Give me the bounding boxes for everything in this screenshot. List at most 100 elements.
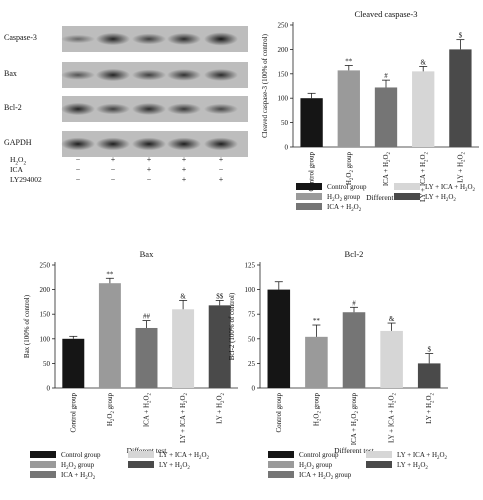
- blot-band-caspase-3-lane-1: [61, 34, 95, 44]
- category-label-h2o2-group: H2O2​ group: [106, 393, 116, 427]
- treatment-sign-ica-lane-5: −: [219, 165, 224, 174]
- category-label-ly-h2o2: LY + H2O2​: [216, 392, 226, 423]
- significance-ly-ica-h2o2: &: [420, 58, 426, 66]
- treatment-sign-ica-lane-4: +: [182, 165, 187, 174]
- y-tick-label-150: 150: [278, 70, 289, 78]
- treatment-label-ly294002: LY294002: [10, 175, 42, 184]
- category-label-ica-h2o2: ICA + H2O2​: [382, 151, 392, 186]
- blot-band-bax-lane-1: [61, 70, 95, 80]
- legend-swatch-ly-h2o2: [128, 461, 154, 468]
- blot-band-bcl-2-lane-3: [132, 103, 166, 115]
- legend-swatch-ly-ica-h2o2: [366, 451, 392, 458]
- blot-band-bcl-2-lane-2: [96, 103, 130, 115]
- legend-label-ly-h2o2: LY + H2O2​: [425, 193, 456, 203]
- y-tick-label-25: 25: [248, 360, 256, 368]
- legend-label-ly-h2o2: LY + H2O2​: [397, 461, 428, 471]
- bar-ly-ica-h2o2: [172, 309, 195, 388]
- treatment-sign-ly294002-lane-3: −: [147, 175, 152, 184]
- blot-band-gapdh-lane-5: [204, 137, 238, 151]
- bar-h2o2-group: [337, 70, 360, 147]
- bar-control-group: [267, 289, 291, 388]
- bcl2-chart: Bcl-2 0 25 50 75 100 125 Bcl-2 (100% of control…: [228, 249, 448, 481]
- legend-label-control-group: Control group: [61, 451, 101, 459]
- y-tick-label-0: 0: [47, 385, 51, 393]
- legend-swatch-control-group: [30, 451, 56, 458]
- treatment-sign-ly294002-lane-5: +: [219, 175, 224, 184]
- treatment-sign-h2o2-lane-3: +: [147, 155, 152, 164]
- blot-band-gapdh-lane-4: [167, 137, 201, 151]
- legend-label-ica-h2o2: ICA + H2O2​: [61, 471, 96, 481]
- legend-label-h2o2-group: H2O2​ group: [299, 461, 333, 471]
- y-tick-label-100: 100: [245, 286, 256, 294]
- treatment-sign-ica-lane-1: −: [76, 165, 81, 174]
- chart-title: Bcl-2: [345, 249, 364, 259]
- legend-label-ly-ica-h2o2: LY + ICA + H2O2​: [159, 451, 210, 461]
- treatment-sign-h2o2-lane-2: +: [111, 155, 116, 164]
- significance-h2o2-group: **: [345, 58, 353, 66]
- blot-band-caspase-3-lane-3: [132, 33, 166, 45]
- blot-label-caspase-3: Caspase-3: [4, 33, 37, 42]
- bar-ica-h2o2: [374, 87, 398, 147]
- legend-label-ly-ica-h2o2: LY + ICA + H2O2​: [425, 183, 476, 193]
- blot-label-bax: Bax: [4, 69, 17, 78]
- category-label-control-group: Control group: [308, 152, 316, 192]
- category-label-ly-ica-h2o2: LY + ICA + H2O2​: [388, 392, 398, 443]
- treatment-sign-ica-lane-2: −: [111, 165, 116, 174]
- y-tick-label-50: 50: [248, 335, 256, 343]
- blot-band-bax-lane-2: [96, 68, 130, 82]
- bar-h2o2-group: [98, 283, 121, 388]
- y-tick-label-50: 50: [43, 360, 51, 368]
- legend-label-control-group: Control group: [327, 183, 367, 191]
- y-tick-label-100: 100: [278, 95, 289, 103]
- bar-control-group: [62, 338, 85, 388]
- legend-swatch-ly-ica-h2o2: [128, 451, 154, 458]
- bar-ly-h2o2: [417, 363, 441, 388]
- category-label-ica-h2o2: ICA + H2O2​: [143, 392, 153, 427]
- significance-ica-h2o2: #: [384, 72, 388, 80]
- treatment-sign-ica-lane-3: +: [147, 165, 152, 174]
- bar-ly-h2o2: [208, 305, 231, 388]
- category-label-ly-h2o2: LY + H2O2​: [425, 392, 435, 423]
- significance-h2o2-group: **: [313, 317, 321, 325]
- y-tick-label-100: 100: [40, 335, 51, 343]
- category-label-ica-h2o2-group: ICA + H2O2​ group: [350, 393, 360, 446]
- bar-ly-ica-h2o2: [412, 71, 435, 147]
- blot-band-bcl-2-lane-5: [204, 103, 238, 115]
- category-label-control-group: Control group: [69, 393, 77, 433]
- legend-swatch-control-group: [268, 451, 294, 458]
- legend-label-ly-h2o2: LY + H2O2​: [159, 461, 190, 471]
- significance-ly-h2o2: $: [427, 346, 431, 354]
- significance-ly-h2o2: $: [459, 32, 463, 40]
- bar-ica-h2o2: [135, 327, 158, 388]
- significance-ly-h2o2: $$: [216, 292, 224, 300]
- blot-label-gapdh: GAPDH: [4, 138, 32, 147]
- bax-chart: Bax 0 50 100 150 200 250 Bax (100% of control) C…: [23, 249, 238, 481]
- blot-band-gapdh-lane-2: [96, 137, 130, 151]
- category-label-ly-h2o2: LY + H2O2​: [456, 151, 466, 182]
- category-label-h2o2-group: H2O2​ group: [312, 393, 322, 427]
- y-tick-label-200: 200: [278, 46, 289, 54]
- treatment-sign-ly294002-lane-1: −: [76, 175, 81, 184]
- x-axis-label: Different test: [366, 193, 407, 202]
- x-axis-label: Different test: [334, 446, 375, 455]
- treatment-sign-ly294002-lane-4: +: [182, 175, 187, 184]
- y-axis-label: Cleaved caspase-3 (100% of control): [261, 33, 269, 137]
- bar-control-group: [300, 98, 323, 147]
- legend-swatch-control-group: [296, 183, 322, 190]
- bar-ly-h2o2: [449, 49, 472, 147]
- chart-title: Bax: [140, 249, 154, 259]
- chart-title: Cleaved caspase-3: [354, 9, 417, 19]
- significance-ica-h2o2: ##: [143, 313, 151, 321]
- treatment-sign-h2o2-lane-4: +: [182, 155, 187, 164]
- significance-ly-ica-h2o2: &: [180, 292, 186, 300]
- y-axis-label: Bcl-2 (100% of control): [228, 292, 236, 360]
- legend-swatch-h2o2-group: [268, 461, 294, 468]
- legend-swatch-h2o2-group: [30, 461, 56, 468]
- treatment-label-h2o2: H2O2​: [10, 155, 26, 166]
- legend-swatch-ica-h2o2: [296, 203, 322, 210]
- legend-swatch-ica-h2o2-group: [268, 471, 294, 478]
- significance-ly-ica-h2o2: &: [389, 315, 395, 323]
- blot-band-caspase-3-lane-5: [204, 32, 238, 46]
- legend-label-ica-h2o2: ICA + H2O2​: [327, 203, 362, 213]
- y-tick-label-250: 250: [40, 262, 51, 270]
